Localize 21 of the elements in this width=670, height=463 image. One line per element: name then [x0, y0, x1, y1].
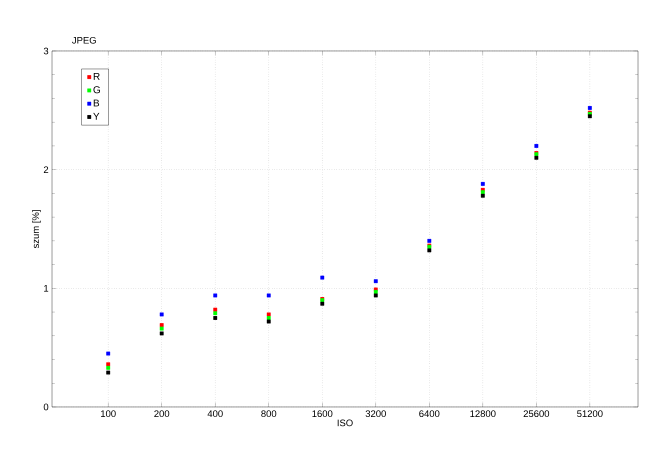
y-tick-label: 0: [44, 404, 48, 410]
x-tick-label: 800: [261, 410, 276, 418]
x-tick-label: 51200: [577, 410, 603, 418]
y-tick-label: 1: [44, 285, 48, 292]
x-tick-label: 100: [101, 410, 116, 418]
x-tick-label: 200: [154, 410, 170, 418]
x-tick-label: 25600: [524, 410, 550, 418]
y-axis-title: szum [%]: [32, 210, 41, 248]
x-tick-label: 12800: [470, 410, 496, 418]
legend-label: R: [94, 72, 100, 80]
x-axis-title: ISO: [338, 420, 353, 426]
y-tick-label: 2: [44, 166, 48, 173]
x-tick-label: 3200: [366, 410, 386, 418]
y-tick-label: 3: [44, 48, 48, 54]
chart-title: JPEG: [72, 36, 96, 44]
legend-label: Y: [93, 112, 100, 120]
legend-label: G: [93, 86, 100, 94]
x-tick-label: 1600: [312, 410, 332, 418]
x-tick-label: 400: [208, 410, 223, 418]
x-tick-label: 6400: [419, 410, 440, 418]
legend-label: B: [94, 100, 100, 106]
